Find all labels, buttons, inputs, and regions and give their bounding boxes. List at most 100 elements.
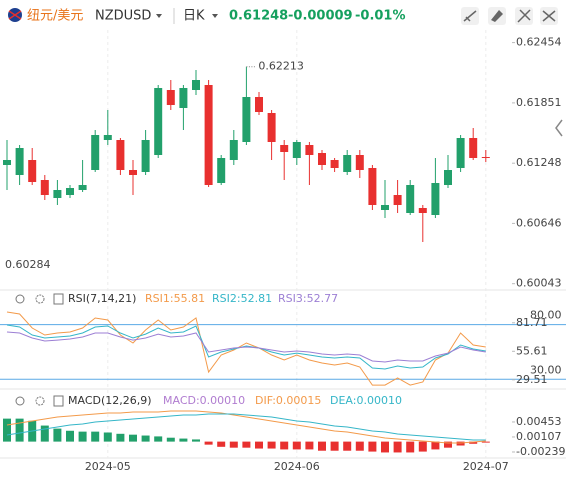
candle-body	[406, 185, 415, 213]
candle-body	[343, 155, 352, 172]
tool-icon	[542, 10, 556, 22]
macd-bar	[192, 439, 200, 442]
y-tick-label: 0.60043	[516, 277, 562, 290]
candle-body	[469, 138, 478, 158]
macd-bar	[15, 418, 24, 442]
indicator-line	[6, 331, 486, 363]
dropdown-caret[interactable]	[156, 14, 162, 18]
macd-bar	[406, 441, 415, 453]
macd-bar	[40, 425, 49, 442]
candle-body	[154, 88, 163, 155]
price: 0.61248	[229, 9, 288, 24]
candle-body	[242, 97, 251, 142]
macd-bar	[444, 441, 452, 448]
y-tick-label: -0.00239	[516, 445, 565, 458]
y-tick-label: 0.61851	[516, 96, 562, 109]
macd-bar	[318, 441, 326, 451]
macd-bar	[242, 441, 251, 448]
candle-body	[166, 90, 175, 105]
macd-bar	[166, 437, 175, 442]
macd-bar	[431, 441, 440, 450]
candle-body	[78, 185, 87, 190]
y-tick-label: 81.71	[516, 316, 548, 329]
indicator-title: RSI(7,14,21)	[68, 292, 136, 305]
legend-entry: MACD:0.00010	[163, 394, 245, 407]
tool-icon	[463, 10, 477, 22]
candle-body	[255, 97, 263, 112]
eye-icon[interactable]	[15, 294, 25, 304]
legend-entry: DEA:0.00010	[330, 394, 402, 407]
dropdown-caret[interactable]	[212, 14, 218, 18]
flag-icon	[8, 10, 22, 20]
macd-bar	[456, 441, 465, 446]
macd-bar	[78, 431, 87, 442]
y-tick-label: 0.00107	[516, 430, 562, 443]
candle-body	[444, 170, 452, 185]
candle-body	[179, 88, 188, 108]
settings-icon[interactable]	[35, 396, 45, 406]
change-pct: -0.01%	[355, 9, 406, 24]
candle-body	[66, 188, 74, 195]
collapse-button[interactable]	[555, 119, 563, 137]
macd-bar	[280, 441, 289, 450]
legend-entry: DIF:0.00015	[255, 394, 321, 407]
candle-body	[481, 157, 490, 158]
y-tick-label: 0.60646	[516, 216, 562, 229]
candle-body	[28, 160, 37, 182]
indicator-line	[6, 311, 486, 386]
candle-body	[280, 145, 289, 152]
close-icon[interactable]	[53, 395, 64, 407]
macd-bar	[204, 441, 213, 445]
macd-bar	[481, 441, 490, 443]
macd-bar	[141, 435, 150, 442]
candle-body	[103, 135, 112, 140]
macd-bar	[103, 432, 112, 442]
candle-body	[431, 183, 440, 215]
change: -0.00009	[288, 9, 353, 24]
candle-body	[456, 138, 465, 168]
macd-bar	[418, 441, 427, 452]
tool-icon	[517, 9, 531, 23]
candle-body	[53, 190, 62, 198]
candle-body	[40, 180, 49, 195]
indicator-line	[6, 324, 486, 370]
period[interactable]: 日K	[183, 9, 205, 24]
close-icon[interactable]	[53, 293, 64, 305]
candle-body	[116, 140, 125, 170]
candle-body	[368, 168, 377, 205]
macd-bar	[267, 441, 276, 449]
candle-body	[15, 148, 24, 175]
candle-body	[217, 158, 226, 183]
candle-body	[3, 160, 11, 165]
header: 纽元/美元 NZDUSD 日K 0.61248 -0.00009 -0.01%	[8, 7, 558, 25]
candle-body	[330, 160, 339, 168]
macd-bar	[292, 441, 301, 450]
macd-bar	[116, 433, 125, 442]
eye-icon[interactable]	[15, 396, 25, 406]
macd-bar	[66, 430, 74, 442]
candle-body	[355, 155, 364, 170]
macd-bar	[179, 438, 188, 442]
legend-entry: RSI3:52.77	[278, 292, 338, 305]
candle-body	[192, 80, 200, 90]
candle-body	[229, 140, 238, 160]
legend-entry: RSI1:55.81	[145, 292, 205, 305]
y-tick-label: 0.62454	[516, 36, 562, 49]
y-tick-label: 55.61	[516, 344, 548, 357]
legend-entry: RSI2:52.81	[212, 292, 272, 305]
y-tick-label: 29.51	[516, 373, 548, 386]
settings-icon[interactable]	[35, 294, 45, 304]
macd-bar	[381, 441, 389, 453]
symbol[interactable]: NZDUSD	[95, 9, 151, 24]
y-tick-label: 0.00453	[516, 415, 562, 428]
candle-body	[305, 145, 314, 155]
level-label: 80.00	[530, 309, 562, 322]
macd-bar	[53, 428, 62, 442]
candle-body	[204, 85, 213, 185]
indicator-title: MACD(12,26,9)	[68, 394, 152, 407]
candle-body	[292, 142, 301, 158]
macd-bar	[129, 434, 137, 442]
candle-body	[141, 140, 150, 172]
indicator-line	[6, 413, 486, 441]
